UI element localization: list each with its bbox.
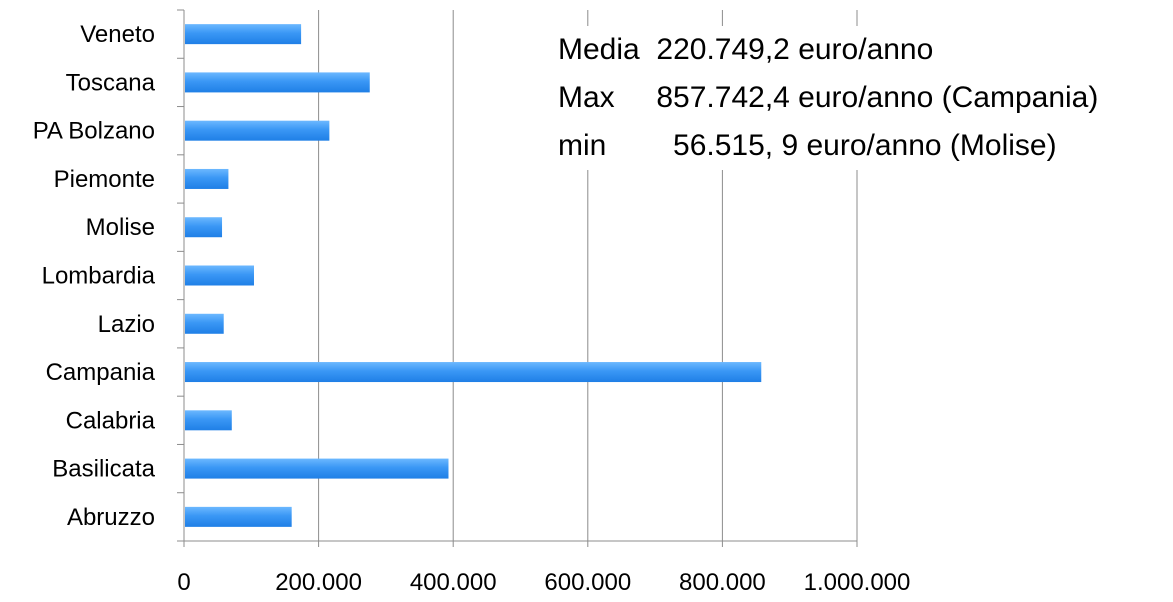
annotation-min-value: 56.515, 9 euro/anno (Molise)	[673, 129, 1057, 162]
category-label: Molise	[86, 214, 155, 241]
x-tick-label: 800.000	[679, 569, 766, 596]
category-label: Calabria	[66, 407, 156, 434]
category-label: Toscana	[66, 69, 156, 96]
bar-lazio	[185, 313, 224, 334]
annotation-max-value: 857.742,4 euro/anno (Campania)	[656, 81, 1099, 114]
x-tick-label: 1.000.000	[804, 569, 911, 596]
x-tick-label: 600.000	[544, 569, 631, 596]
annotation-min: min 56.515, 9 euro/anno (Molise)	[558, 122, 1098, 170]
annotation-max-label: Max	[558, 81, 615, 114]
bar-lombardia	[185, 265, 254, 286]
labels: 0 200.000 400.000 600.000 800.000 1.000.000 Ab…	[33, 21, 911, 596]
axes	[177, 9, 858, 547]
annotation-min-label: min	[558, 129, 607, 162]
x-tick-label: 400.000	[410, 569, 497, 596]
x-tick-label: 0	[177, 569, 190, 596]
category-label: Veneto	[80, 21, 155, 48]
x-tick-label: 200.000	[275, 569, 362, 596]
category-label: Basilicata	[52, 456, 155, 483]
bars	[185, 24, 762, 527]
annotation-mean-value: 220.749,2 euro/anno	[656, 33, 934, 66]
bar-pa-bolzano	[185, 120, 330, 141]
category-label: Campania	[46, 359, 156, 386]
summary-annotation: Media 220.749,2 euro/anno Max 857.742,4 …	[558, 26, 1107, 170]
category-label: Lazio	[98, 311, 155, 338]
bar-piemonte	[185, 168, 229, 189]
bar-campania	[185, 362, 762, 383]
category-label: Piemonte	[54, 166, 155, 193]
bar-basilicata	[185, 458, 449, 479]
category-label: PA Bolzano	[33, 118, 155, 145]
bar-abruzzo	[185, 506, 292, 527]
category-label: Lombardia	[42, 263, 156, 290]
bar-calabria	[185, 410, 232, 431]
bar-molise	[185, 217, 223, 238]
annotation-max: Max 857.742,4 euro/anno (Campania)	[558, 74, 1098, 122]
annotation-mean: Media 220.749,2 euro/anno	[558, 26, 1098, 74]
bar-toscana	[185, 72, 370, 93]
annotation-mean-label: Media	[558, 33, 640, 66]
bar-veneto	[185, 24, 302, 45]
category-label: Abruzzo	[67, 504, 155, 531]
